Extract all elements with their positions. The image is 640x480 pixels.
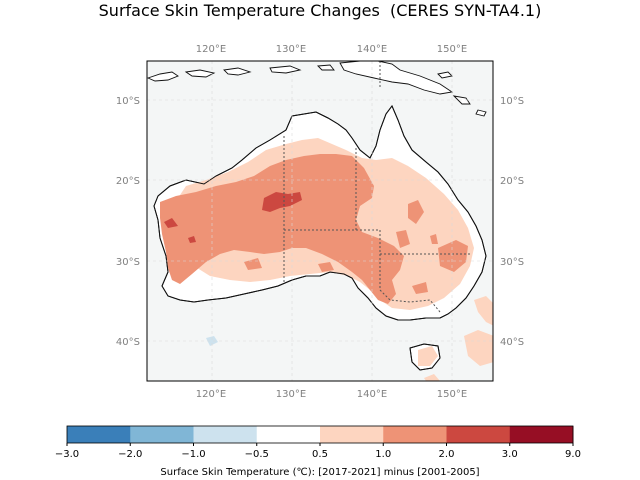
colorbar-bin [509,426,574,443]
colorbar-label: Surface Skin Temperature (℃): [2017-2021… [160,467,479,478]
colorbar-bin [320,426,384,443]
colorbar-tick-label: −2.0 [118,449,142,460]
lon-ticks-bottom: 120°E 130°E 140°E 150°E [196,389,467,400]
lat-tick-label: 30°S [116,257,140,268]
lat-tick-label: 10°S [500,96,524,107]
colorbar-tick-label: 2.0 [439,449,455,460]
colorbar-tick-label: 9.0 [565,449,581,460]
lat-tick-label: 30°S [500,257,524,268]
lon-tick-label: 120°E [196,389,226,400]
lat-tick-label: 40°S [116,337,140,348]
colorbar-tick-label: −1.0 [181,449,205,460]
lon-tick-label: 140°E [357,44,387,55]
anomaly-band-2.0-3.0 [164,192,302,243]
tasmania-coastline [409,343,441,371]
colorbar-tick-label: −3.0 [55,449,79,460]
colorbar: −3.0 −2.0 −1.0 −0.5 0.5 1.0 2.0 3.0 9.0 [55,425,581,460]
colorbar-bin [383,426,447,443]
lat-tick-label: 20°S [116,176,140,187]
australia-coastline [153,105,487,321]
lon-tick-label: 130°E [276,44,306,55]
colorbar-bin [130,426,194,443]
colorbar-bin [67,426,131,443]
colorbar-tick-label: −0.5 [245,449,269,460]
colorbar-bin [446,426,511,443]
lon-tick-label: 120°E [196,44,226,55]
lat-tick-label: 10°S [116,96,140,107]
lat-ticks-left: 10°S 20°S 30°S 40°S [116,96,140,348]
lon-tick-label: 130°E [276,389,306,400]
colorbar-tick-label: 1.0 [375,449,391,460]
gridlines [147,61,493,381]
colorbar-bin [256,426,321,443]
colorbar-bin [193,426,258,443]
lat-tick-label: 40°S [500,337,524,348]
lat-tick-label: 20°S [500,176,524,187]
anomaly-band-negative [206,336,218,346]
figure-title: Surface Skin Temperature Changes (CERES … [98,1,542,20]
anomaly-band-1.0-2.0 [160,154,468,304]
lon-ticks-top: 120°E 130°E 140°E 150°E [196,44,467,55]
northern-islands [147,61,487,117]
lon-tick-label: 150°E [437,44,467,55]
lon-tick-label: 140°E [357,389,387,400]
colorbar-tick-label: 0.5 [312,449,328,460]
map-frame [146,60,494,382]
map-panel [147,61,493,381]
state-borders [283,61,470,313]
colorbar-tick-label: 3.0 [502,449,518,460]
lat-ticks-right: 10°S 20°S 30°S 40°S [500,96,524,348]
lon-tick-label: 150°E [437,389,467,400]
